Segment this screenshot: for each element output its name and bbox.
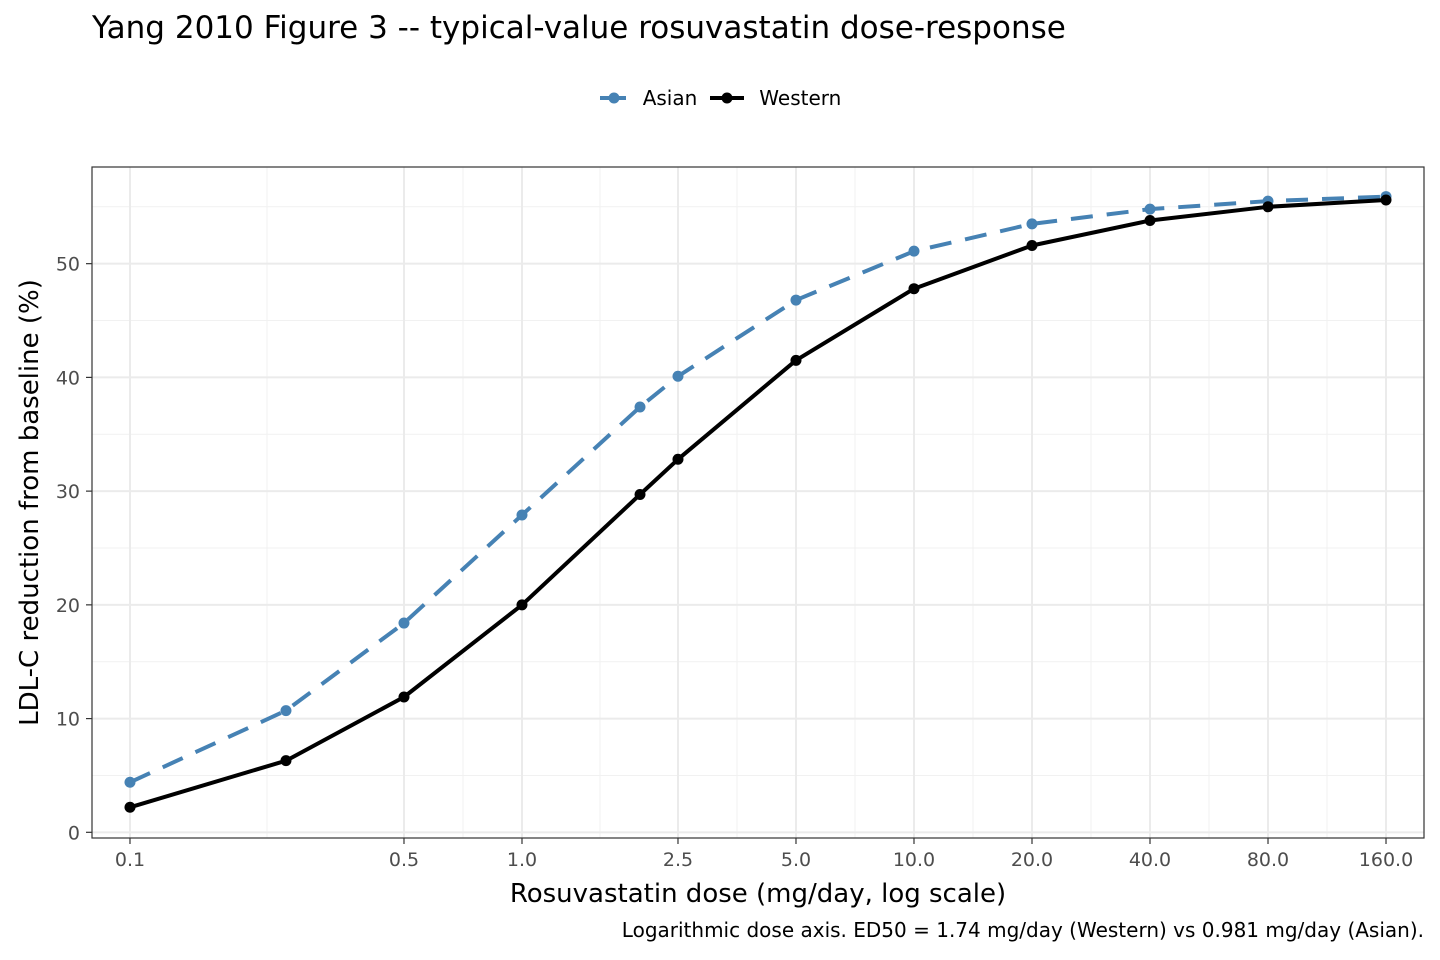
x-tick-label: 160.0 <box>1359 849 1413 871</box>
data-point-asian <box>908 245 920 257</box>
legend-label-asian: Asian <box>642 86 698 110</box>
data-point-asian <box>124 776 136 788</box>
y-axis-title: LDL-C reduction from baseline (%) <box>15 279 45 726</box>
x-tick-label: 80.0 <box>1247 849 1289 871</box>
legend-key-asian <box>599 92 628 104</box>
data-point-western <box>124 801 136 813</box>
x-tick-label: 0.5 <box>389 849 419 871</box>
y-tick-label: 10 <box>56 709 80 731</box>
x-tick-label: 2.5 <box>663 849 693 871</box>
data-point-western <box>516 599 528 611</box>
series-line-western <box>129 198 1387 810</box>
x-tick-label: 20.0 <box>1011 849 1053 871</box>
data-point-asian <box>398 617 410 629</box>
data-point-western <box>672 453 684 465</box>
legend-item-western: Western <box>709 86 841 110</box>
data-point-western <box>634 489 646 501</box>
chart-title: Yang 2010 Figure 3 -- typical-value rosu… <box>92 10 1066 46</box>
legend-key-western <box>710 92 745 104</box>
data-point-asian <box>1144 203 1156 215</box>
data-point-western <box>1262 201 1274 213</box>
plot-border <box>91 166 1425 839</box>
data-point-asian <box>280 705 292 717</box>
x-tick-label: 0.1 <box>115 849 145 871</box>
data-point-western <box>398 691 410 703</box>
data-point-western <box>790 354 802 366</box>
legend: Asian Western <box>0 86 1440 110</box>
legend-item-asian: Asian <box>599 86 698 110</box>
y-tick-label: 30 <box>56 481 80 503</box>
data-point-western <box>908 283 920 295</box>
x-tick-label: 5.0 <box>781 849 811 871</box>
y-tick-label: 40 <box>56 367 80 389</box>
data-point-western <box>280 755 292 767</box>
legend-label-western: Western <box>759 86 842 110</box>
data-point-asian <box>516 509 528 521</box>
data-point-asian <box>634 401 646 413</box>
data-point-asian <box>790 294 802 306</box>
series-line-asian <box>129 194 1387 785</box>
data-point-western <box>1380 194 1392 206</box>
x-tick-label: 10.0 <box>893 849 935 871</box>
y-tick-label: 50 <box>56 254 80 276</box>
x-tick-label: 1.0 <box>507 849 537 871</box>
data-point-asian <box>672 370 684 382</box>
data-point-western <box>1144 214 1156 226</box>
plot-panel <box>92 167 1424 838</box>
x-tick-label: 40.0 <box>1129 849 1171 871</box>
y-tick-label: 20 <box>56 595 80 617</box>
chart-caption: Logarithmic dose axis. ED50 = 1.74 mg/da… <box>621 918 1424 942</box>
x-axis-title: Rosuvastatin dose (mg/day, log scale) <box>510 879 1006 909</box>
y-tick-label: 0 <box>68 822 80 844</box>
data-point-western <box>1026 239 1038 251</box>
data-point-asian <box>1026 218 1038 230</box>
